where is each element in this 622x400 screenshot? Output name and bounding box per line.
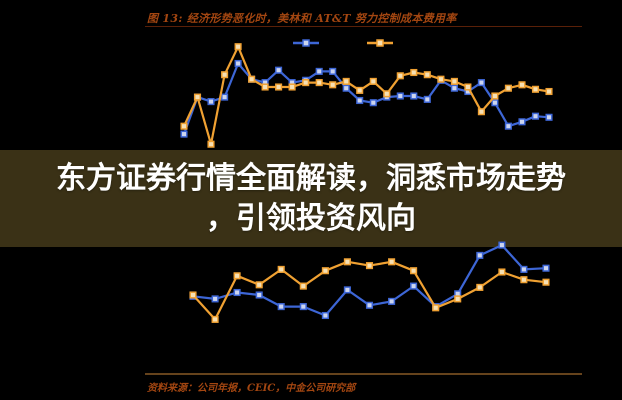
data-point-marker <box>531 85 540 93</box>
data-point-marker <box>365 301 374 309</box>
title-divider <box>145 26 582 27</box>
data-point-marker <box>545 87 553 96</box>
data-point-marker <box>207 98 215 106</box>
data-point-marker <box>477 108 485 116</box>
data-point-marker <box>450 77 458 85</box>
data-point-marker <box>410 282 418 290</box>
data-point-marker <box>193 93 202 101</box>
data-point-marker <box>234 59 242 68</box>
data-point-marker <box>464 83 472 91</box>
data-point-marker <box>454 295 462 303</box>
series-line-blue <box>182 62 550 135</box>
data-point-marker <box>302 79 310 87</box>
data-point-marker <box>369 77 377 85</box>
footer-divider <box>145 373 582 375</box>
data-point-marker <box>343 258 351 266</box>
data-point-marker <box>233 288 241 297</box>
data-point-marker <box>329 81 337 89</box>
data-point-marker <box>233 272 241 280</box>
data-point-marker <box>180 130 188 138</box>
data-point-marker <box>520 276 528 284</box>
data-point-marker <box>315 67 323 75</box>
legend-marker-blue <box>302 39 310 47</box>
data-point-marker <box>288 83 296 91</box>
data-point-marker <box>388 297 396 305</box>
data-point-marker <box>396 72 404 80</box>
headline-line2: ，引领投资风向 <box>206 201 416 235</box>
data-point-marker <box>255 291 263 299</box>
data-point-marker <box>343 286 351 294</box>
data-point-marker <box>498 268 506 276</box>
data-point-marker <box>491 99 499 107</box>
data-point-marker <box>520 265 528 273</box>
data-point-marker <box>542 264 550 272</box>
data-point-marker <box>342 77 350 85</box>
data-point-marker <box>189 291 197 299</box>
data-point-marker <box>248 75 256 83</box>
data-point-marker <box>432 304 440 312</box>
data-point-marker <box>207 140 215 148</box>
data-point-marker <box>542 278 550 286</box>
data-point-marker <box>531 112 540 120</box>
headline-line1: 东方证券行情全面解读，洞悉市场走势 <box>56 161 566 195</box>
data-point-marker <box>356 96 364 105</box>
data-point-marker <box>410 92 418 100</box>
data-point-marker <box>383 90 391 98</box>
data-point-marker <box>410 267 418 275</box>
data-point-marker <box>437 75 445 83</box>
data-point-marker <box>365 262 374 270</box>
headline-banner: 东方证券行情全面解读，洞悉市场走势 ，引领投资风向 <box>0 150 622 247</box>
data-point-marker <box>410 68 418 77</box>
data-point-marker <box>329 67 337 75</box>
legend-marker-orange <box>376 39 384 47</box>
data-point-marker <box>477 79 485 87</box>
data-point-marker <box>396 92 404 100</box>
data-point-marker <box>356 86 364 94</box>
figure-title: 图 13: 经济形势恶化时，美林和 AT&T 努力控制成本费用率 <box>147 12 457 25</box>
series-line-orange <box>192 260 547 321</box>
data-point-marker <box>498 241 506 249</box>
data-point-marker <box>234 43 242 51</box>
data-point-marker <box>545 113 553 121</box>
data-point-marker <box>369 99 377 107</box>
data-point-marker <box>476 251 484 259</box>
source-note: 资料来源：公司年报，CEIC，中金公司研究部 <box>147 383 356 394</box>
data-point-marker <box>491 92 499 100</box>
data-point-marker <box>221 93 229 101</box>
series-line-orange <box>183 45 550 146</box>
data-point-marker <box>275 66 283 74</box>
data-point-marker <box>450 84 458 92</box>
data-point-marker <box>221 71 229 79</box>
data-point-marker <box>518 118 526 126</box>
data-point-marker <box>277 303 285 311</box>
data-point-marker <box>255 281 263 289</box>
data-point-marker <box>476 283 484 291</box>
data-point-marker <box>277 265 285 273</box>
data-point-marker <box>180 122 188 130</box>
data-point-marker <box>321 267 329 275</box>
data-point-marker <box>504 122 512 130</box>
data-point-marker <box>299 282 307 290</box>
data-point-marker <box>504 84 512 92</box>
data-point-marker <box>321 311 329 320</box>
data-point-marker <box>518 81 526 89</box>
data-point-marker <box>211 295 219 303</box>
data-point-marker <box>261 83 269 91</box>
data-point-marker <box>299 303 307 311</box>
data-point-marker <box>275 83 283 91</box>
data-point-marker <box>315 79 323 87</box>
data-point-marker <box>423 71 431 79</box>
data-point-marker <box>423 95 431 103</box>
data-point-marker <box>211 315 219 323</box>
data-point-marker <box>342 84 350 92</box>
data-point-marker <box>388 258 396 266</box>
